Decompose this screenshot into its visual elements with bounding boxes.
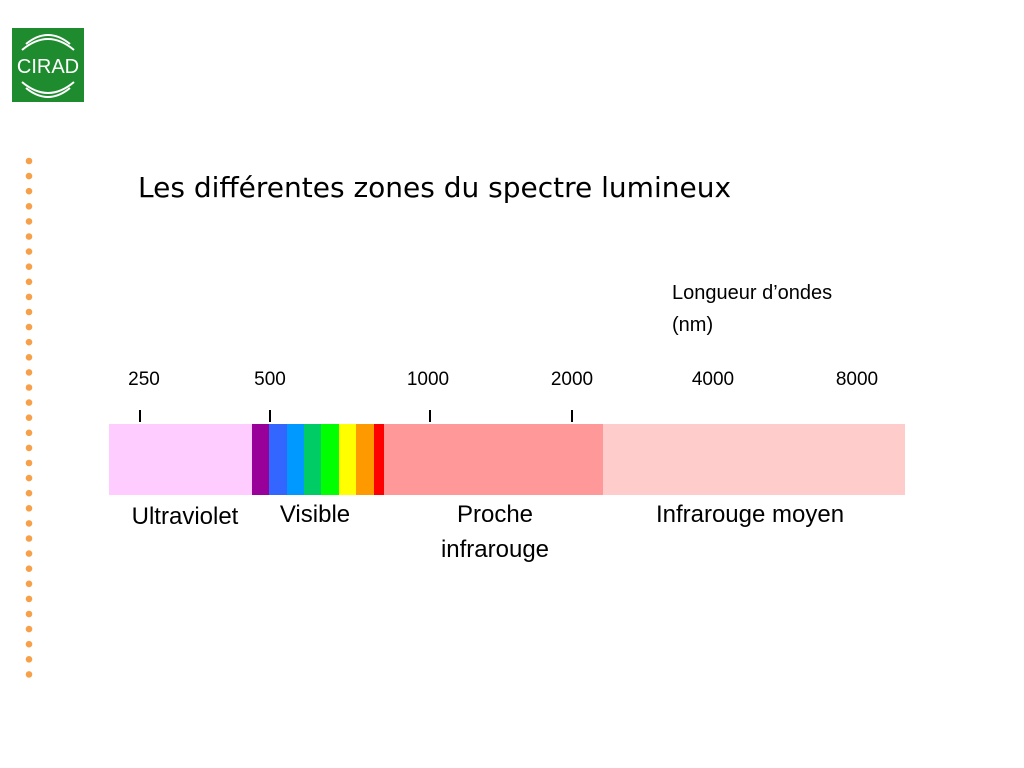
axis-label-line: Longueur d’ondes: [672, 282, 832, 304]
visible-band: [321, 424, 339, 495]
title: Les différentes zones du spectre lumineu…: [138, 171, 731, 204]
dot: [25, 429, 33, 437]
visible-band: [269, 424, 287, 495]
dot: [25, 157, 33, 165]
dot: [25, 474, 33, 482]
logo-box: [12, 28, 84, 102]
dot: [25, 233, 33, 240]
zone-label: infrarouge: [441, 536, 549, 563]
dot: [25, 580, 33, 588]
dot: [25, 218, 33, 225]
zone-label: Infrarouge moyen: [656, 501, 844, 528]
axis-label-line: (nm): [672, 314, 713, 336]
zone-label: Visible: [280, 501, 350, 528]
logo-arcs: [21, 34, 75, 98]
tick-label: 1000: [407, 369, 449, 390]
dot: [25, 399, 33, 406]
dot: [25, 640, 33, 648]
dot: [25, 595, 33, 603]
zone-label: Ultraviolet: [132, 503, 239, 530]
dot-column: [25, 157, 33, 678]
dot: [25, 565, 33, 572]
dot: [25, 354, 33, 361]
dot: [25, 338, 33, 346]
tick-label: 8000: [836, 369, 878, 390]
dot: [25, 323, 33, 331]
tick-label: 500: [254, 369, 286, 390]
visible-band: [374, 424, 384, 495]
dot: [25, 263, 33, 271]
dot: [25, 489, 33, 497]
mid-ir-band: [603, 424, 905, 495]
tick-label: 250: [128, 369, 160, 390]
near-ir-band: [384, 424, 603, 495]
dot: [25, 535, 33, 542]
dot: [25, 278, 33, 286]
dot: [25, 550, 33, 557]
dot: [25, 459, 33, 467]
uv-band: [109, 424, 252, 495]
dot: [25, 625, 33, 633]
dot: [25, 610, 33, 618]
dot: [25, 187, 33, 195]
logo-text: CIRAD: [17, 56, 79, 78]
tick-label: 2000: [551, 369, 593, 390]
dot: [25, 656, 33, 663]
visible-band: [304, 424, 321, 495]
dot: [25, 671, 33, 678]
dot: [25, 384, 33, 391]
dot: [25, 414, 33, 422]
dot: [25, 248, 33, 255]
visible-band: [287, 424, 304, 495]
dot: [25, 308, 33, 316]
tick-marks: [139, 410, 573, 422]
zone-label: Proche: [457, 501, 533, 528]
dot: [25, 444, 33, 452]
tick-label: 4000: [692, 369, 734, 390]
dot: [25, 203, 33, 210]
visible-band: [356, 424, 374, 495]
visible-band: [252, 424, 269, 495]
dot: [25, 505, 33, 512]
dot: [25, 520, 33, 527]
logo: CIRAD: [12, 28, 84, 102]
dot: [25, 369, 33, 376]
dot: [25, 172, 33, 180]
dot: [25, 293, 33, 301]
spectrum-bar: [109, 424, 905, 495]
visible-band: [339, 424, 356, 495]
